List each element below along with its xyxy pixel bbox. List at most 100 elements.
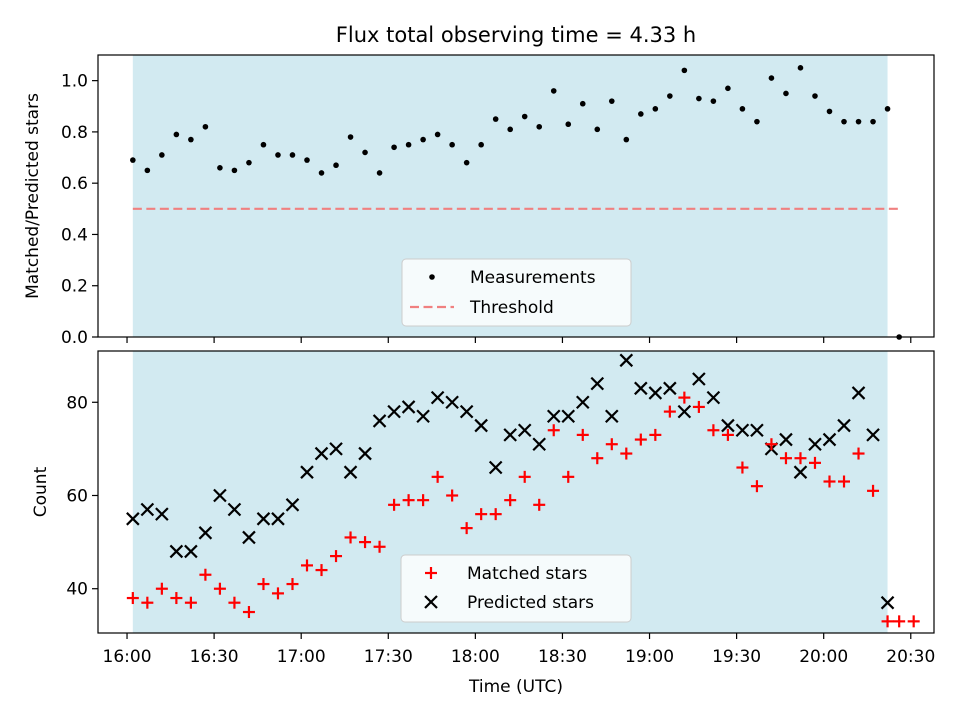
top-y-tick-label: 0.0 <box>61 328 88 348</box>
matched-point <box>228 596 241 609</box>
predicted-point <box>503 428 517 442</box>
predicted-point <box>329 442 343 456</box>
x-tick-label: 16:00 <box>103 647 152 667</box>
measurement-point <box>144 167 151 174</box>
matched-point <box>446 489 459 502</box>
matched-point <box>867 484 880 497</box>
matched-point <box>271 587 284 600</box>
matched-point <box>808 456 821 469</box>
matched-point <box>286 578 299 591</box>
predicted-point <box>880 595 895 610</box>
measurement-point <box>463 159 470 166</box>
predicted-point <box>677 404 692 419</box>
predicted-point <box>866 428 880 442</box>
predicted-point <box>445 395 459 410</box>
predicted-point <box>590 376 605 391</box>
x-tick-label: 20:00 <box>799 647 848 667</box>
measurement-point <box>347 134 354 140</box>
matched-point <box>838 475 851 488</box>
predicted-point <box>779 432 793 447</box>
measurement-point <box>478 141 484 148</box>
predicted-point <box>721 418 735 433</box>
legend-threshold-label: Threshold <box>469 298 554 318</box>
matched-point <box>126 592 139 605</box>
predicted-point <box>517 423 532 438</box>
x-tick-label: 19:00 <box>625 647 674 667</box>
predicted-point <box>692 372 706 386</box>
matched-point <box>620 447 633 460</box>
matched-point <box>779 452 792 465</box>
matched-point <box>242 606 255 619</box>
predicted-point <box>300 465 314 479</box>
top-y-axis-label: Matched/Predicted stars <box>23 93 43 299</box>
matched-point <box>649 428 662 441</box>
measurement-point <box>289 152 296 158</box>
measurement-point <box>492 116 499 122</box>
matched-point <box>605 438 618 451</box>
predicted-point <box>808 437 822 452</box>
matched-point <box>315 564 328 577</box>
predicted-point <box>532 437 547 452</box>
predicted-point <box>358 446 372 461</box>
measurement-point <box>768 75 775 81</box>
measurement-point <box>536 123 543 130</box>
measurement-point <box>333 162 339 169</box>
bottom-y-tick-label: 40 <box>66 580 88 600</box>
measurement-point <box>173 131 180 138</box>
measurement-point <box>826 108 833 115</box>
predicted-point <box>750 423 764 438</box>
predicted-point <box>648 386 663 400</box>
legend-predicted-label: Predicted stars <box>467 593 594 613</box>
matched-point <box>359 536 372 549</box>
measurement-point <box>550 88 557 94</box>
predicted-point <box>343 465 358 479</box>
matched-point <box>576 428 589 441</box>
measurement-point <box>855 118 862 125</box>
matched-point <box>634 433 647 446</box>
measurement-point <box>652 106 659 112</box>
top-legend-box <box>401 258 632 327</box>
matched-point <box>547 424 560 437</box>
bottom-y-tick-label: 80 <box>66 393 88 413</box>
measurement-point <box>507 126 513 133</box>
matched-point <box>460 522 473 535</box>
bottom-legend-box <box>400 554 632 623</box>
predicted-point <box>387 404 401 419</box>
measurement-point <box>667 93 673 99</box>
measurement-point <box>623 136 630 143</box>
measurement-point <box>217 165 223 171</box>
matched-point <box>562 470 575 483</box>
predicted-point <box>474 418 488 433</box>
matched-point <box>852 447 865 460</box>
predicted-point <box>459 404 474 419</box>
measurement-point <box>260 141 267 148</box>
measurement-point <box>783 90 789 97</box>
top-axes-frame <box>97 54 935 338</box>
measurement-point <box>246 159 252 166</box>
measurement-point <box>376 170 383 176</box>
measurement-point <box>521 113 528 120</box>
measurement-point <box>362 149 368 156</box>
predicted-point <box>155 507 169 521</box>
x-tick-label: 17:30 <box>364 647 413 667</box>
matched-point <box>301 559 313 572</box>
measurement-point <box>275 152 281 158</box>
matched-point <box>591 452 604 465</box>
measurement-point <box>841 118 847 125</box>
matched-point <box>213 582 226 595</box>
x-tick-label: 17:00 <box>277 647 326 667</box>
measurement-point <box>202 123 209 130</box>
matched-point <box>170 592 183 605</box>
predicted-point <box>706 390 721 405</box>
x-tick-label: 16:30 <box>190 647 239 667</box>
predicted-point <box>213 488 227 503</box>
predicted-point <box>198 526 213 540</box>
top-y-tick-label: 0.8 <box>61 123 88 143</box>
predicted-point <box>416 409 430 424</box>
matched-point <box>533 498 546 511</box>
predicted-point <box>242 530 256 545</box>
predicted-point <box>735 423 750 438</box>
predicted-point <box>372 414 387 428</box>
matched-point <box>907 615 920 628</box>
matched-point <box>257 578 270 591</box>
